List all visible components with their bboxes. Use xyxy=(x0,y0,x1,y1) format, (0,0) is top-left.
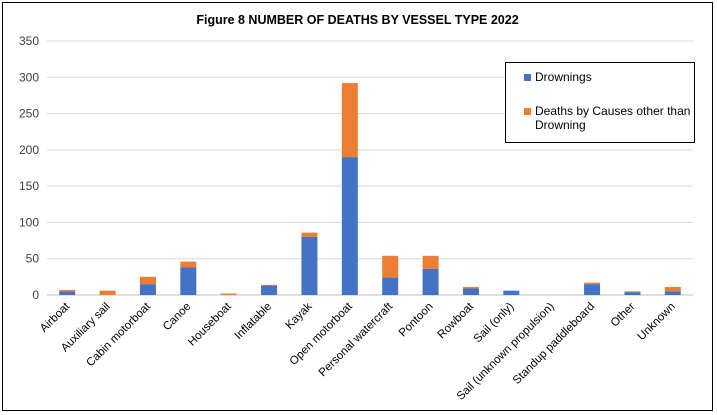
x-tick-label: Houseboat xyxy=(186,300,234,348)
legend-swatch-drownings xyxy=(524,74,531,81)
chart-title: Figure 8 NUMBER OF DEATHS BY VESSEL TYPE… xyxy=(196,13,519,27)
legend-label-other-causes: Deaths by Causes other than Drowning xyxy=(535,104,691,132)
chart-frame: Figure 8 NUMBER OF DEATHS BY VESSEL TYPE… xyxy=(2,2,713,411)
bar-other-causes xyxy=(59,289,76,292)
bar-drownings xyxy=(139,284,156,295)
legend: Drownings Deaths by Causes other than Dr… xyxy=(505,62,695,143)
bar-drownings xyxy=(462,288,479,295)
bar-drownings xyxy=(382,277,399,295)
x-tick-label: Pontoon xyxy=(397,301,436,340)
y-tick-label: 300 xyxy=(19,70,39,84)
y-tick-label: 50 xyxy=(26,252,40,266)
bar-drownings xyxy=(180,267,197,295)
bar-other-causes xyxy=(139,276,156,285)
legend-item-other-causes: Deaths by Causes other than Drowning xyxy=(524,104,692,132)
y-tick-label: 100 xyxy=(19,215,39,229)
bar-other-causes xyxy=(422,255,439,269)
y-tick-label: 250 xyxy=(19,107,39,121)
bar-drownings xyxy=(503,290,520,295)
y-tick-label: 150 xyxy=(19,179,39,193)
bar-other-causes xyxy=(584,282,601,285)
x-tick-label: Unknown xyxy=(636,301,678,343)
bar-other-causes xyxy=(261,284,278,286)
bar-other-causes xyxy=(341,83,358,158)
bar-other-causes xyxy=(99,290,116,295)
x-tick-label: Inflatable xyxy=(233,301,274,342)
bar-drownings xyxy=(301,236,318,295)
bar-other-causes xyxy=(624,291,641,293)
x-tick-label: Personal watercraft xyxy=(317,300,396,379)
bar-drownings xyxy=(59,291,76,295)
x-tick-label: Rowboat xyxy=(435,300,476,341)
bar-drownings xyxy=(422,268,439,295)
x-tick-label: Kayak xyxy=(283,300,314,331)
bar-drownings xyxy=(624,292,641,295)
y-tick-label: 0 xyxy=(32,288,39,302)
x-tick-label: Airboat xyxy=(38,300,73,335)
x-tick-label: Canoe xyxy=(161,301,193,333)
bar-drownings xyxy=(341,157,358,295)
bar-other-causes xyxy=(180,261,197,268)
bar-drownings xyxy=(584,284,601,295)
x-tick-label: Standup paddleboard xyxy=(511,301,597,387)
legend-label-drownings: Drownings xyxy=(535,70,592,84)
bar-drownings xyxy=(664,291,681,295)
bar-other-causes xyxy=(220,293,237,295)
bar-drownings xyxy=(261,285,278,295)
y-tick-label: 350 xyxy=(19,34,39,48)
bar-other-causes xyxy=(664,287,681,292)
legend-item-drownings: Drownings xyxy=(524,70,592,84)
bar-other-causes xyxy=(382,255,399,278)
x-tick-label: Other xyxy=(609,301,638,330)
bar-other-causes xyxy=(462,287,479,289)
y-tick-label: 200 xyxy=(19,143,39,157)
legend-swatch-other-causes xyxy=(524,108,531,115)
bar-other-causes xyxy=(301,232,318,237)
